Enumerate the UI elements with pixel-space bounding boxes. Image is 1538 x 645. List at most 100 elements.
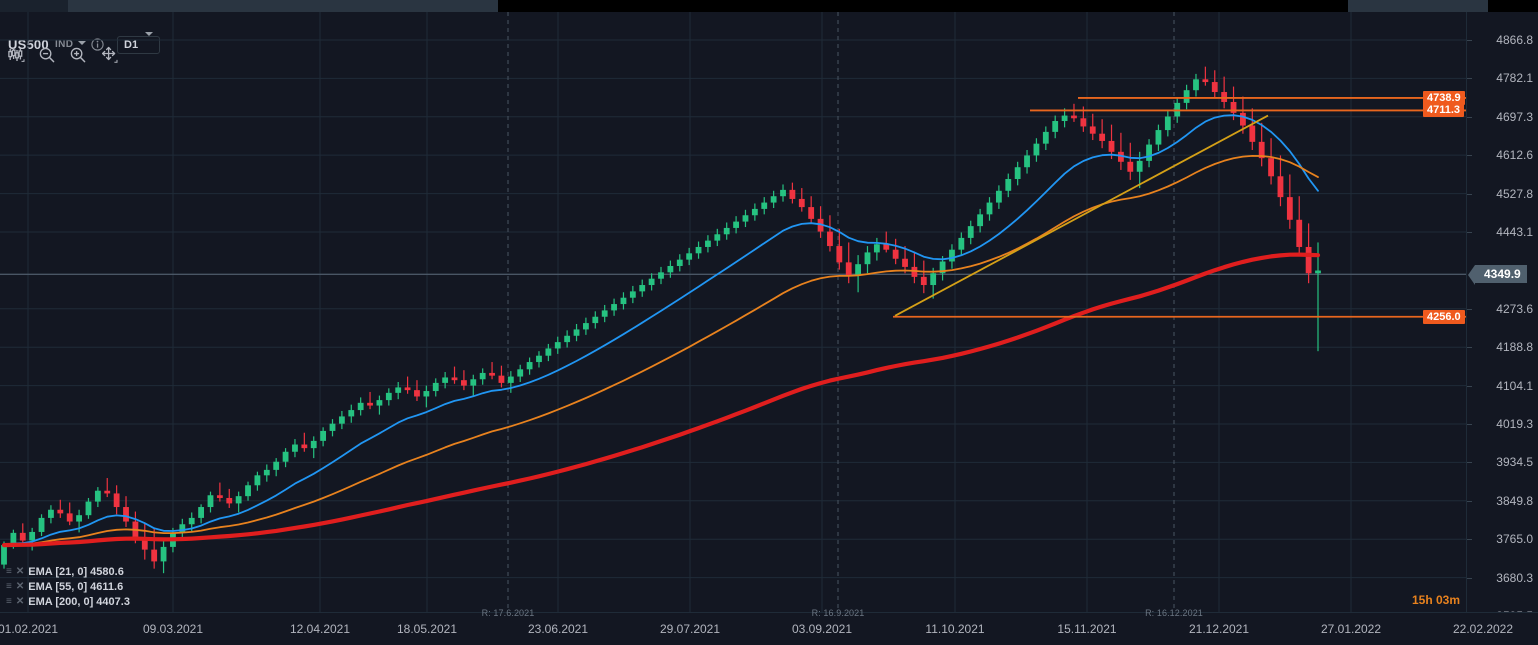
candle-body [573,329,580,336]
drag-handle-icon[interactable]: ≡ [6,580,12,592]
candle-body [949,249,955,262]
candle-body [479,372,486,380]
candle-body [207,495,214,508]
candle-body [1,545,7,565]
drag-handle-icon[interactable]: ≡ [6,595,12,607]
candle-body [1155,130,1162,145]
top-right-panel-partial[interactable] [1348,0,1488,12]
candle-body [986,202,993,215]
candle-body [1024,155,1030,168]
candle-body [1089,126,1096,134]
candle-body [357,402,364,411]
candle-body [855,264,862,276]
legend-item[interactable]: ≡ ✕ EMA [55, 0] 4611.6 [6,580,130,593]
candle-body [254,475,261,486]
close-icon[interactable]: ✕ [15,580,25,592]
candle-body [902,258,908,267]
candle-body [1202,79,1209,83]
candle-body [864,252,871,265]
candle-body [470,379,477,386]
candle-body [592,316,599,324]
candle-body [1240,112,1246,126]
candle-body [1127,161,1134,172]
price-axis-label: 4866.8 [1496,33,1533,47]
time-axis-label: 23.06.2021 [527,622,589,636]
candle-body [367,402,373,406]
price-axis-tick [1467,385,1472,387]
candle-body [423,391,430,397]
candle-body [1061,115,1068,122]
rollover-tag: R: 16.9.2021 [811,608,865,618]
candle-body [1042,131,1049,144]
candle-body [526,362,533,370]
time-axis-label: 01.02.2021 [0,622,59,636]
candle-body [338,416,345,424]
timeframe-selector[interactable]: D1 [117,32,161,54]
candle-body [498,375,505,383]
close-icon[interactable]: ✕ [15,595,25,607]
candle-body [798,198,805,208]
chevron-down-icon[interactable] [78,41,86,45]
candle-body [442,377,449,383]
price-axis-tick [1467,347,1472,349]
price-axis-tick [1467,231,1472,233]
price-axis-tick [1467,308,1472,310]
drag-handle-icon[interactable]: ≡ [6,565,12,577]
market-type-label[interactable]: IND [55,39,74,50]
time-axis[interactable]: 01.02.2021 09.03.2021 12.04.2021 18.05.2021… [0,612,1538,645]
candle-body [273,461,280,470]
candle-body [939,261,946,274]
legend-item[interactable]: ≡ ✕ EMA [200, 0] 4407.3 [6,595,130,608]
zoom-out-icon[interactable] [37,45,57,65]
price-alert-badge[interactable]: 4738.9 [1423,90,1465,105]
price-axis-label: 4697.3 [1496,109,1533,124]
candle-body [977,214,984,227]
price-axis-label: 4612.6 [1496,148,1533,163]
candle-body [376,400,383,406]
candle-body [507,376,514,383]
candle-body [676,259,683,266]
candle-body [1315,270,1321,274]
candle-body [1249,125,1256,142]
close-icon[interactable]: ✕ [15,565,25,577]
candle-body [658,272,664,279]
candle-body [301,444,308,449]
candle-body [836,246,843,263]
candle-body [920,276,927,286]
time-axis-label: 11.10.2021 [925,622,985,636]
price-axis-tick [1467,462,1472,464]
price-axis[interactable]: 4866.8 4782.1 4697.3 4612.6 4527.8 4443.1 4273… [1466,12,1538,623]
chart-plot-area[interactable] [0,12,1466,612]
candlestick-type-icon[interactable] [6,45,26,65]
candle-body [564,335,571,343]
legend-label: EMA [200, 0] 4407.3 [28,595,130,608]
candle-body [1052,121,1059,132]
candle-body [883,244,890,250]
candle-body [179,524,186,533]
candle-body [29,531,36,541]
legend-item[interactable]: ≡ ✕ EMA [21, 0] 4580.6 [6,565,130,578]
current-price-badge: 4349.9 [1468,265,1527,286]
candle-body [705,240,711,247]
zoom-in-icon[interactable] [68,45,88,65]
move-crosshair-icon[interactable] [99,45,119,65]
legend-label: EMA [55, 0] 4611.6 [28,580,124,593]
candle-body [10,532,17,546]
candle-body [695,246,702,254]
price-alert-badge[interactable]: 4711.3 [1423,103,1465,118]
price-axis-label: 4273.6 [1496,301,1533,316]
chart-gridlines [0,12,1466,612]
price-axis-label: 3765.0 [1496,532,1533,547]
candle-body [686,253,693,260]
price-axis-tick [1467,500,1472,502]
candlestick-series [1,66,1321,574]
ascending-trendline[interactable] [894,114,1269,317]
ema-55-line [3,154,1319,546]
price-alert-badge[interactable]: 4256.0 [1423,309,1465,324]
info-icon[interactable] [91,38,104,56]
time-axis-label: 15.11.2021 [1057,622,1117,636]
price-axis-tick [1467,577,1472,579]
chart-drawings-and-indicators[interactable] [0,12,1466,612]
search-box-partial[interactable] [68,0,498,12]
top-chrome-strip [0,0,1538,12]
